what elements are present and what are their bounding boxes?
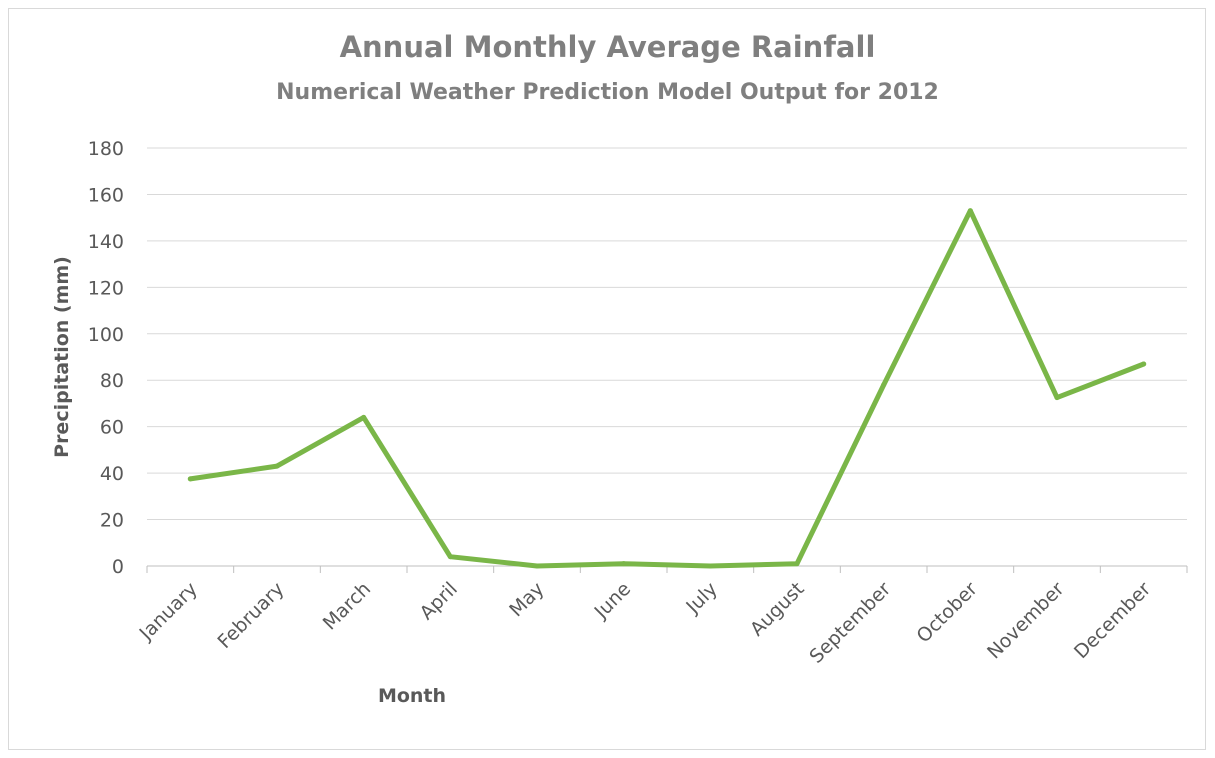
- chart-frame: [8, 8, 1206, 750]
- data-point: [187, 476, 193, 482]
- x-tick-label: November: [983, 578, 1069, 664]
- chart-subtitle: Numerical Weather Prediction Model Outpu…: [276, 80, 939, 105]
- series-line: [187, 208, 1147, 569]
- data-point: [274, 463, 280, 469]
- x-tick-label: March: [319, 578, 376, 635]
- data-point: [621, 561, 627, 567]
- data-point: [881, 382, 887, 388]
- data-point: [794, 561, 800, 567]
- series-layer: [187, 208, 1147, 569]
- x-tick-label: August: [746, 578, 809, 641]
- y-axis-title: Precipitation (mm): [51, 256, 73, 458]
- y-tick-label: 20: [100, 510, 124, 532]
- x-tick-label: December: [1070, 578, 1155, 663]
- y-tick-label: 100: [88, 324, 124, 346]
- x-tick-label: January: [135, 578, 202, 645]
- data-point: [1054, 395, 1060, 401]
- y-tick-label: 60: [100, 417, 124, 439]
- x-tick-label: May: [505, 578, 548, 621]
- data-point: [707, 563, 713, 569]
- x-tick-label: October: [913, 578, 982, 647]
- y-tick-label: 0: [112, 556, 124, 578]
- x-tick-label: September: [805, 578, 895, 668]
- data-point: [967, 208, 973, 214]
- x-tick-label: July: [681, 578, 721, 618]
- x-tick-labels: January February March April May June July Augu…: [135, 578, 1156, 668]
- y-tick-label: 140: [88, 231, 124, 253]
- data-point: [447, 554, 453, 560]
- y-tick-label: 160: [88, 184, 124, 206]
- data-point: [1141, 361, 1147, 367]
- y-tick-label: 180: [88, 138, 124, 160]
- data-point: [361, 414, 367, 420]
- y-tick-label: 120: [88, 277, 124, 299]
- y-tick-label: 40: [100, 463, 124, 485]
- x-tick-label: June: [590, 578, 636, 624]
- x-tick-label: February: [213, 578, 288, 653]
- gridlines: [147, 147, 1187, 521]
- x-tick-label: April: [416, 578, 462, 624]
- x-axis-title: Month: [378, 685, 446, 707]
- data-point: [534, 563, 540, 569]
- chart-title: Annual Monthly Average Rainfall: [339, 30, 876, 64]
- y-tick-labels: 0 20 40 60 80 100 120 140 160 180: [88, 138, 124, 578]
- y-tick-label: 80: [100, 370, 124, 392]
